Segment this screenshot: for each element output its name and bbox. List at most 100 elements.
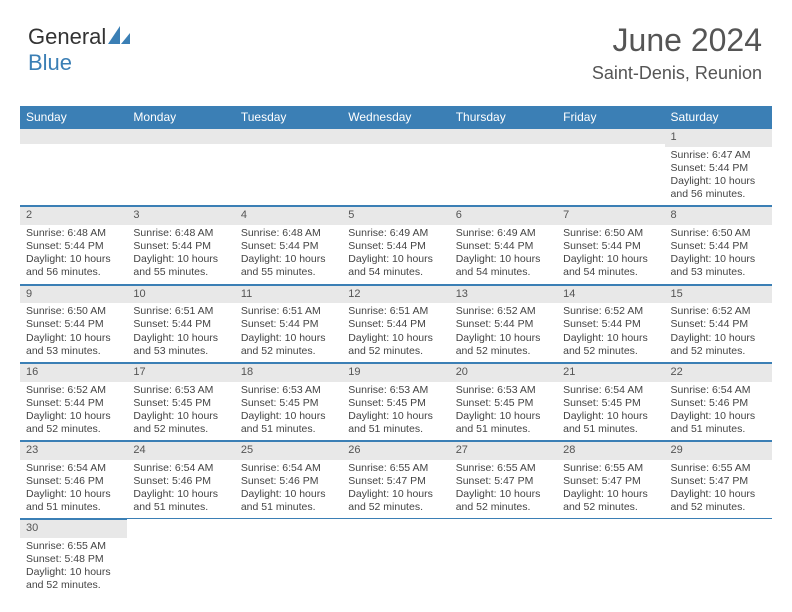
daylight-line: Daylight: 10 hours and 52 minutes.	[671, 488, 766, 514]
location-label: Saint-Denis, Reunion	[592, 63, 762, 84]
day-body: Sunrise: 6:52 AMSunset: 5:44 PMDaylight:…	[450, 303, 557, 362]
weekday-header: Sunday	[20, 106, 127, 128]
daylight-line: Daylight: 10 hours and 54 minutes.	[563, 253, 658, 279]
day-number: 14	[557, 285, 664, 304]
day-body: Sunrise: 6:49 AMSunset: 5:44 PMDaylight:…	[450, 225, 557, 284]
day-cell	[557, 128, 664, 206]
day-number: 19	[342, 363, 449, 382]
day-cell: 28Sunrise: 6:55 AMSunset: 5:47 PMDayligh…	[557, 441, 664, 519]
sunset-line: Sunset: 5:44 PM	[133, 318, 228, 331]
daylight-line: Daylight: 10 hours and 52 minutes.	[456, 332, 551, 358]
daylight-line: Daylight: 10 hours and 54 minutes.	[456, 253, 551, 279]
sunrise-line: Sunrise: 6:55 AM	[26, 540, 121, 553]
day-body: Sunrise: 6:53 AMSunset: 5:45 PMDaylight:…	[235, 382, 342, 441]
sunrise-line: Sunrise: 6:48 AM	[241, 227, 336, 240]
day-body: Sunrise: 6:50 AMSunset: 5:44 PMDaylight:…	[20, 303, 127, 362]
day-body: Sunrise: 6:53 AMSunset: 5:45 PMDaylight:…	[450, 382, 557, 441]
day-body: Sunrise: 6:55 AMSunset: 5:47 PMDaylight:…	[665, 460, 772, 519]
day-body: Sunrise: 6:49 AMSunset: 5:44 PMDaylight:…	[342, 225, 449, 284]
day-body: Sunrise: 6:55 AMSunset: 5:48 PMDaylight:…	[20, 538, 127, 597]
weekday-header-row: Sunday Monday Tuesday Wednesday Thursday…	[20, 106, 772, 128]
empty-daynum	[342, 128, 449, 144]
day-cell: 15Sunrise: 6:52 AMSunset: 5:44 PMDayligh…	[665, 284, 772, 362]
day-body: Sunrise: 6:55 AMSunset: 5:47 PMDaylight:…	[450, 460, 557, 519]
day-number: 2	[20, 206, 127, 225]
day-cell: 25Sunrise: 6:54 AMSunset: 5:46 PMDayligh…	[235, 441, 342, 519]
day-body: Sunrise: 6:48 AMSunset: 5:44 PMDaylight:…	[127, 225, 234, 284]
empty-daynum	[20, 128, 127, 144]
day-cell: 18Sunrise: 6:53 AMSunset: 5:45 PMDayligh…	[235, 362, 342, 440]
day-body: Sunrise: 6:47 AMSunset: 5:44 PMDaylight:…	[665, 147, 772, 206]
day-number: 12	[342, 285, 449, 304]
day-number: 22	[665, 363, 772, 382]
sunset-line: Sunset: 5:44 PM	[671, 240, 766, 253]
day-number: 29	[665, 441, 772, 460]
sunset-line: Sunset: 5:44 PM	[348, 240, 443, 253]
daylight-line: Daylight: 10 hours and 51 minutes.	[563, 410, 658, 436]
sunset-line: Sunset: 5:44 PM	[456, 318, 551, 331]
day-number: 16	[20, 363, 127, 382]
daylight-line: Daylight: 10 hours and 55 minutes.	[133, 253, 228, 279]
daylight-line: Daylight: 10 hours and 52 minutes.	[348, 332, 443, 358]
daylight-line: Daylight: 10 hours and 51 minutes.	[26, 488, 121, 514]
day-number: 21	[557, 363, 664, 382]
day-number: 10	[127, 285, 234, 304]
weekday-header: Monday	[127, 106, 234, 128]
day-cell: 14Sunrise: 6:52 AMSunset: 5:44 PMDayligh…	[557, 284, 664, 362]
sunset-line: Sunset: 5:46 PM	[671, 397, 766, 410]
day-cell: 5Sunrise: 6:49 AMSunset: 5:44 PMDaylight…	[342, 206, 449, 284]
day-cell: 2Sunrise: 6:48 AMSunset: 5:44 PMDaylight…	[20, 206, 127, 284]
sunrise-line: Sunrise: 6:54 AM	[133, 462, 228, 475]
daylight-line: Daylight: 10 hours and 51 minutes.	[133, 488, 228, 514]
day-number: 5	[342, 206, 449, 225]
daylight-line: Daylight: 10 hours and 56 minutes.	[671, 175, 766, 201]
sunrise-line: Sunrise: 6:52 AM	[671, 305, 766, 318]
day-body: Sunrise: 6:53 AMSunset: 5:45 PMDaylight:…	[127, 382, 234, 441]
day-cell	[450, 128, 557, 206]
sunset-line: Sunset: 5:44 PM	[26, 318, 121, 331]
day-body: Sunrise: 6:51 AMSunset: 5:44 PMDaylight:…	[127, 303, 234, 362]
day-cell: 29Sunrise: 6:55 AMSunset: 5:47 PMDayligh…	[665, 441, 772, 519]
sunset-line: Sunset: 5:45 PM	[348, 397, 443, 410]
sunset-line: Sunset: 5:44 PM	[241, 240, 336, 253]
sunset-line: Sunset: 5:46 PM	[241, 475, 336, 488]
daylight-line: Daylight: 10 hours and 51 minutes.	[671, 410, 766, 436]
day-cell: 8Sunrise: 6:50 AMSunset: 5:44 PMDaylight…	[665, 206, 772, 284]
sail-icon	[108, 24, 130, 49]
sunset-line: Sunset: 5:47 PM	[348, 475, 443, 488]
week-row: 9Sunrise: 6:50 AMSunset: 5:44 PMDaylight…	[20, 284, 772, 362]
sunset-line: Sunset: 5:44 PM	[348, 318, 443, 331]
day-cell: 20Sunrise: 6:53 AMSunset: 5:45 PMDayligh…	[450, 362, 557, 440]
weekday-header: Friday	[557, 106, 664, 128]
week-row: 1Sunrise: 6:47 AMSunset: 5:44 PMDaylight…	[20, 128, 772, 206]
daylight-line: Daylight: 10 hours and 52 minutes.	[671, 332, 766, 358]
daylight-line: Daylight: 10 hours and 52 minutes.	[26, 410, 121, 436]
day-cell: 7Sunrise: 6:50 AMSunset: 5:44 PMDaylight…	[557, 206, 664, 284]
day-number: 4	[235, 206, 342, 225]
day-cell	[127, 519, 234, 597]
day-number: 27	[450, 441, 557, 460]
sunrise-line: Sunrise: 6:54 AM	[26, 462, 121, 475]
day-cell: 11Sunrise: 6:51 AMSunset: 5:44 PMDayligh…	[235, 284, 342, 362]
day-cell: 13Sunrise: 6:52 AMSunset: 5:44 PMDayligh…	[450, 284, 557, 362]
logo-text-blue: Blue	[28, 50, 72, 75]
day-body: Sunrise: 6:54 AMSunset: 5:46 PMDaylight:…	[20, 460, 127, 519]
sunrise-line: Sunrise: 6:50 AM	[26, 305, 121, 318]
day-cell: 17Sunrise: 6:53 AMSunset: 5:45 PMDayligh…	[127, 362, 234, 440]
sunset-line: Sunset: 5:44 PM	[26, 240, 121, 253]
sunset-line: Sunset: 5:44 PM	[671, 162, 766, 175]
calendar-table: Sunday Monday Tuesday Wednesday Thursday…	[20, 106, 772, 597]
day-number: 9	[20, 285, 127, 304]
sunset-line: Sunset: 5:44 PM	[241, 318, 336, 331]
sunrise-line: Sunrise: 6:55 AM	[348, 462, 443, 475]
day-body: Sunrise: 6:48 AMSunset: 5:44 PMDaylight:…	[235, 225, 342, 284]
day-cell	[342, 128, 449, 206]
daylight-line: Daylight: 10 hours and 54 minutes.	[348, 253, 443, 279]
daylight-line: Daylight: 10 hours and 52 minutes.	[563, 488, 658, 514]
day-body: Sunrise: 6:51 AMSunset: 5:44 PMDaylight:…	[235, 303, 342, 362]
day-cell: 30Sunrise: 6:55 AMSunset: 5:48 PMDayligh…	[20, 519, 127, 597]
day-body: Sunrise: 6:51 AMSunset: 5:44 PMDaylight:…	[342, 303, 449, 362]
day-body: Sunrise: 6:54 AMSunset: 5:45 PMDaylight:…	[557, 382, 664, 441]
day-number: 23	[20, 441, 127, 460]
daylight-line: Daylight: 10 hours and 56 minutes.	[26, 253, 121, 279]
